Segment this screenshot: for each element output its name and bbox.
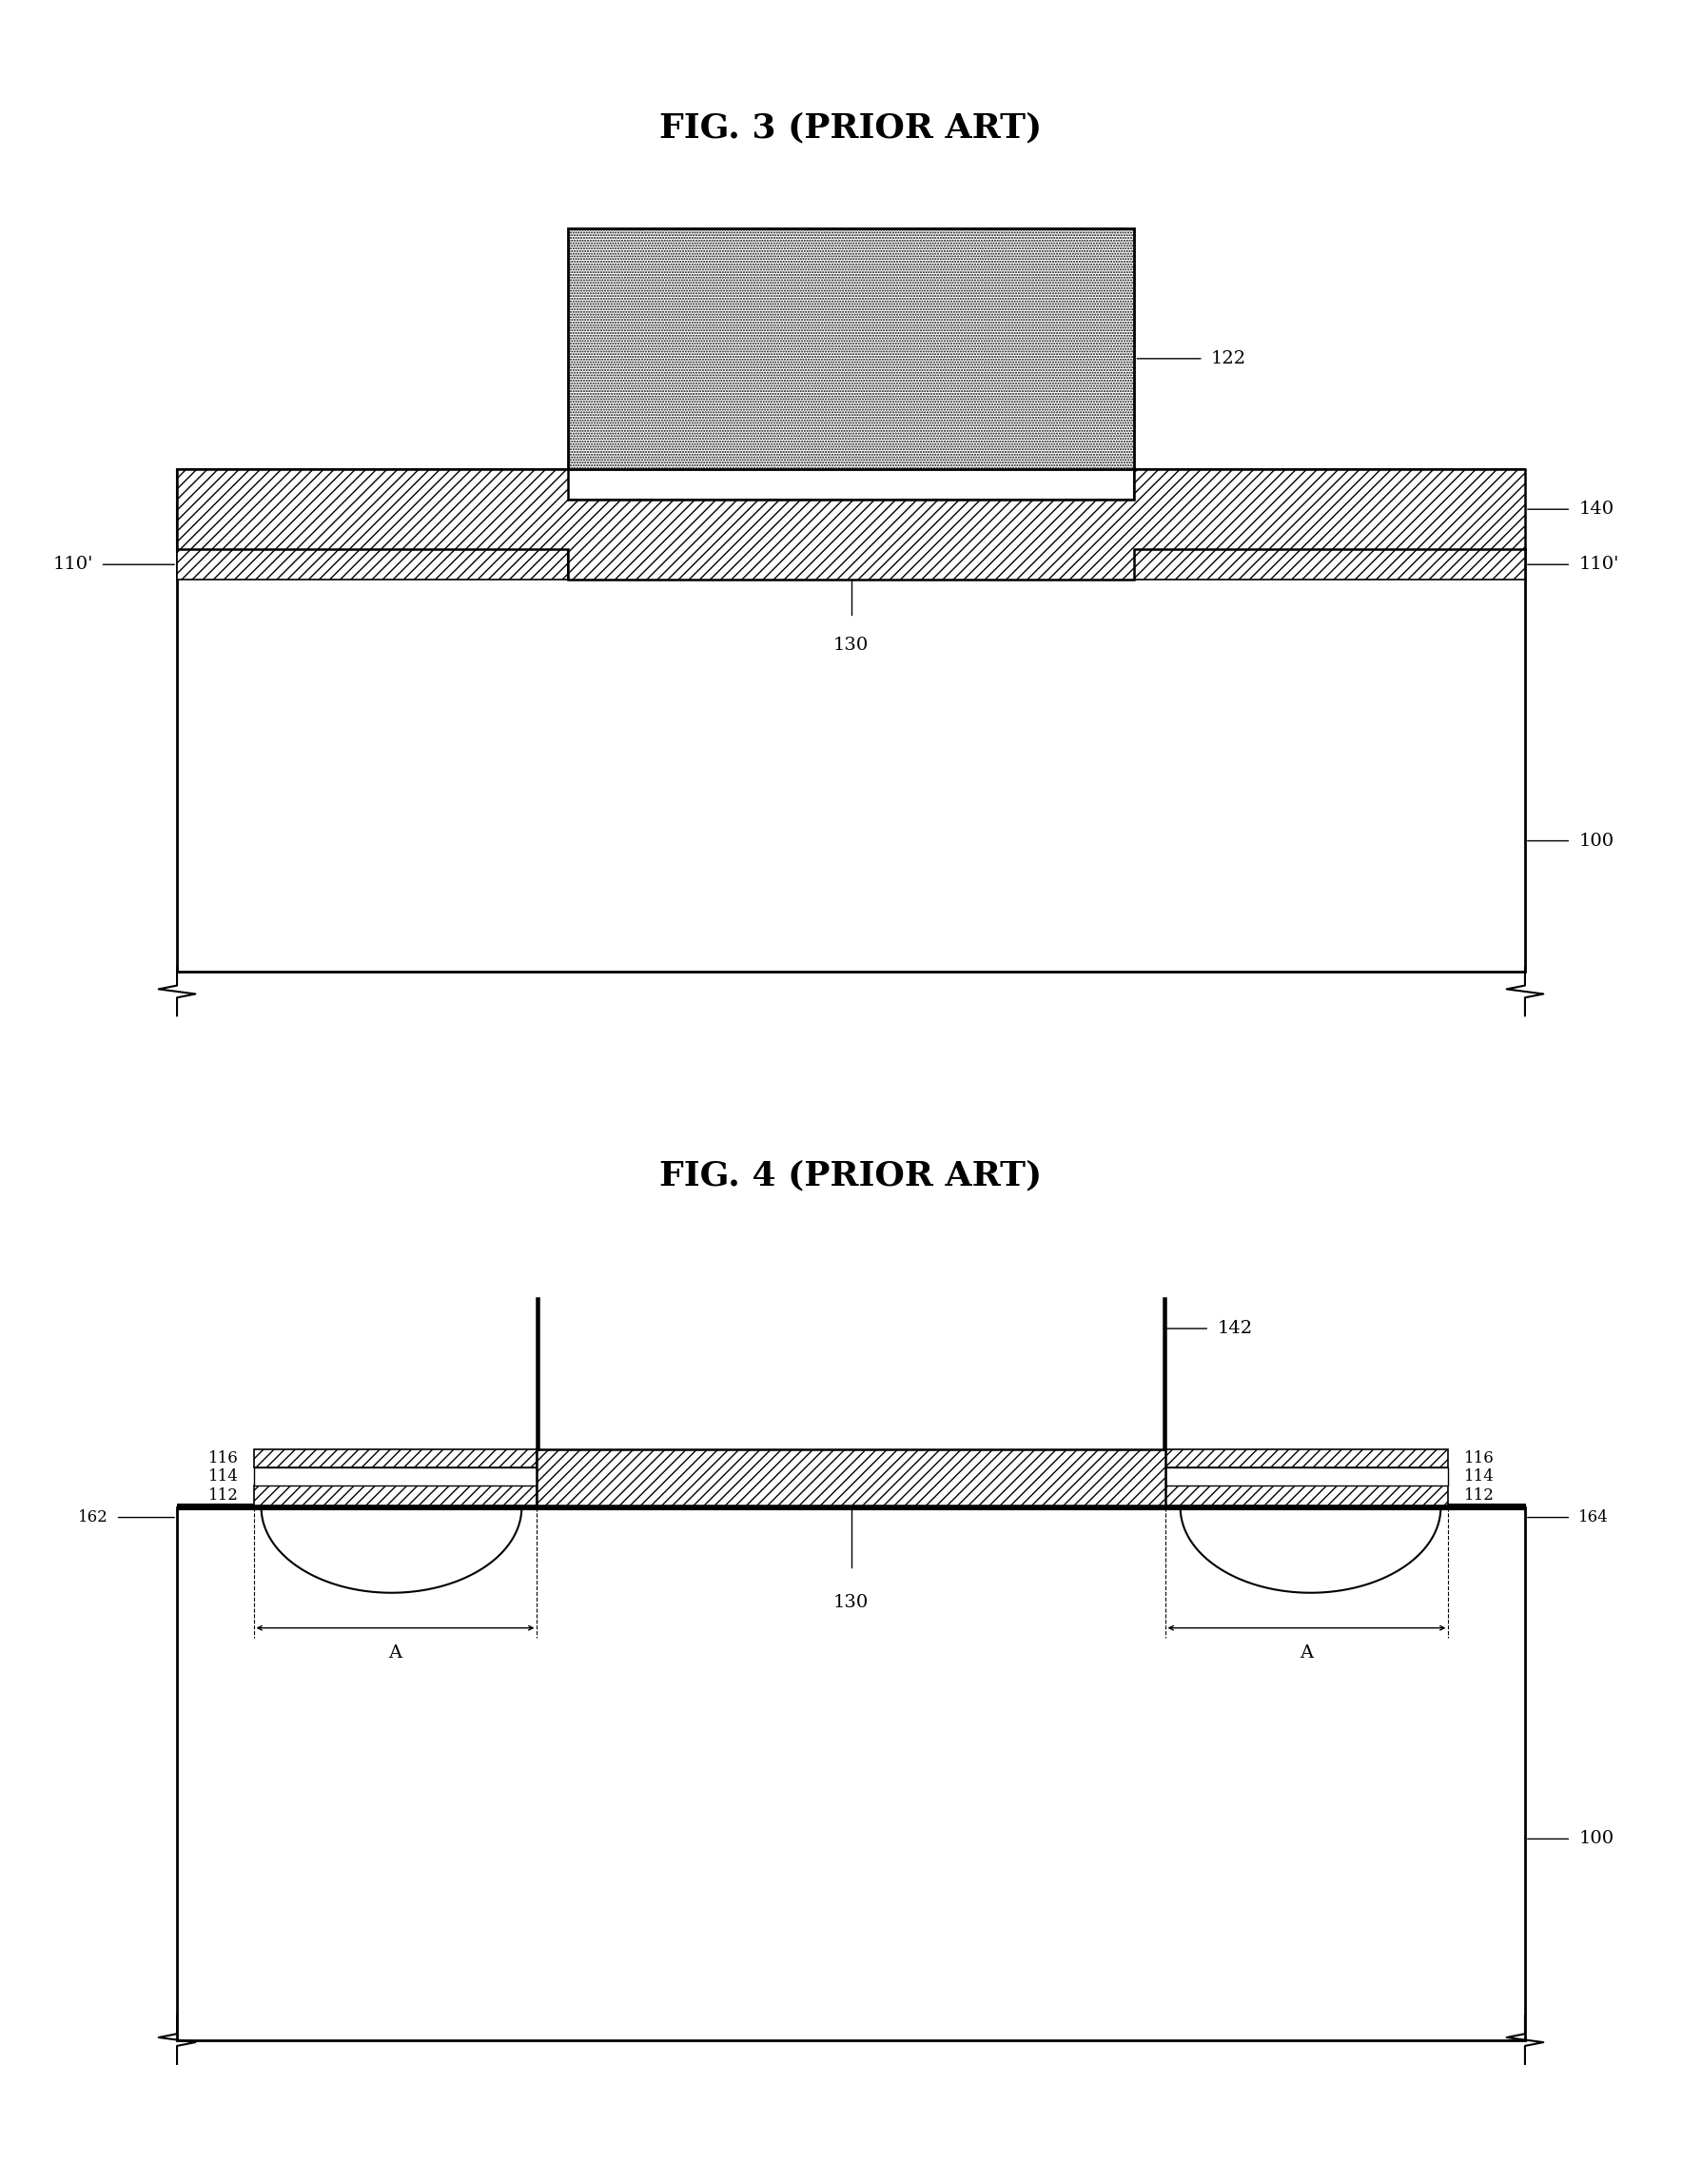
Text: 122: 122 — [1212, 349, 1246, 367]
Text: A: A — [1300, 1645, 1314, 1662]
Text: FIG. 3 (PRIOR ART): FIG. 3 (PRIOR ART) — [660, 111, 1042, 144]
Bar — [568, 227, 1135, 470]
Text: 114: 114 — [208, 1468, 238, 1485]
Bar — [177, 550, 568, 579]
Bar — [568, 500, 1135, 579]
Text: 112: 112 — [208, 1487, 238, 1503]
Bar — [1135, 526, 1525, 550]
Bar — [254, 1450, 538, 1468]
Text: 116: 116 — [1464, 1450, 1494, 1465]
Text: 142: 142 — [1217, 1319, 1253, 1337]
Text: 116: 116 — [208, 1450, 238, 1465]
Text: 130: 130 — [834, 1594, 868, 1612]
Text: A: A — [388, 1645, 402, 1662]
Bar — [1166, 1450, 1448, 1468]
Polygon shape — [538, 1299, 1166, 1505]
Text: 100: 100 — [1579, 832, 1613, 850]
Text: 140: 140 — [1579, 500, 1613, 518]
Text: 162: 162 — [78, 1509, 109, 1527]
Text: FIG. 4 (PRIOR ART): FIG. 4 (PRIOR ART) — [660, 1160, 1042, 1192]
Polygon shape — [177, 470, 1525, 579]
Text: 110': 110' — [53, 557, 92, 572]
Text: 164: 164 — [1579, 1509, 1608, 1527]
Text: 114: 114 — [1464, 1468, 1494, 1485]
Bar — [177, 548, 1525, 559]
Text: 100: 100 — [1579, 1830, 1613, 1848]
Bar — [1135, 550, 1525, 579]
Bar — [254, 1485, 538, 1505]
Text: 130: 130 — [834, 636, 868, 653]
Bar — [177, 1503, 1525, 1509]
Bar — [254, 1468, 538, 1485]
Bar — [177, 550, 1525, 972]
Bar — [1135, 470, 1525, 550]
Bar — [177, 470, 568, 550]
Bar — [177, 1507, 1525, 2040]
Text: 110': 110' — [1579, 557, 1619, 572]
Bar — [1166, 1485, 1448, 1505]
Bar — [177, 526, 568, 550]
Text: 112: 112 — [1464, 1487, 1494, 1503]
Bar — [1166, 1468, 1448, 1485]
